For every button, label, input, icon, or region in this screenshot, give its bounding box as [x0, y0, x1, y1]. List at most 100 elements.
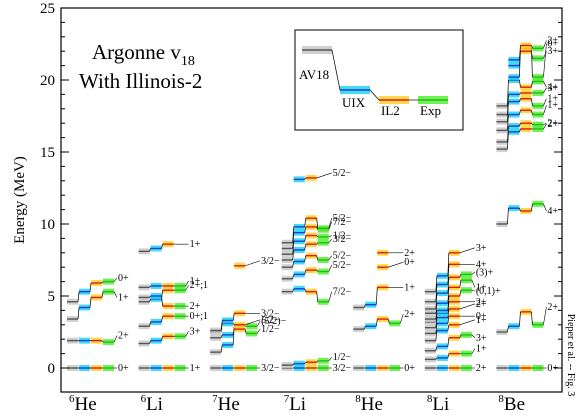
level-connector — [220, 320, 223, 331]
level-label: 3/2− — [333, 234, 352, 245]
level-connector — [304, 226, 307, 233]
label-leader — [471, 272, 476, 275]
level-label: 2+ — [476, 297, 487, 308]
level-connector — [519, 110, 521, 115]
level-connector — [507, 94, 509, 115]
label-leader — [328, 218, 333, 229]
element-symbol: He — [75, 394, 97, 415]
level-connector — [149, 321, 151, 327]
side-label: Pieper et al. -- Fig. 3 — [565, 314, 576, 396]
level-label: (0,1)+ — [476, 286, 501, 297]
level-connector — [435, 346, 438, 351]
level-label: 1+ — [476, 344, 487, 355]
level-connector — [519, 45, 521, 60]
level-label: 1+ — [404, 282, 415, 293]
level-connector — [447, 264, 450, 285]
level-connector — [292, 226, 295, 243]
level-label: 0+ — [118, 363, 129, 374]
level-label: 0+ — [118, 273, 129, 284]
element-symbol: Li — [289, 394, 306, 415]
level-connector — [435, 275, 438, 292]
level-connector — [447, 287, 450, 304]
legend-connector — [369, 89, 380, 101]
level-connector — [77, 291, 80, 302]
nucleus-labels: 6He 6Li 7He 7Li 8He 8Li 8Be — [69, 393, 525, 415]
level-connector — [387, 318, 390, 324]
nucleus-label: 6He — [69, 393, 97, 415]
level-label: 5/2− — [333, 213, 352, 224]
level-label: 0+;1 — [190, 311, 208, 322]
label-leader — [328, 221, 332, 230]
level-label: 3/2− — [333, 363, 352, 374]
level-connector — [149, 340, 151, 344]
label-leader — [328, 238, 332, 243]
level-label: 3/2− — [261, 308, 280, 319]
label-leader — [256, 328, 261, 334]
level-connector — [531, 311, 533, 325]
level-connector — [519, 208, 521, 212]
chart-marks: 0+2+1+0+1+3+0+;12+;12+1+1+3/2−(5/2)−1/2−… — [67, 35, 558, 374]
level-label: 2+ — [404, 248, 415, 259]
level-connector — [89, 282, 92, 292]
label-leader — [185, 331, 189, 337]
level-label: 3/2− — [261, 363, 280, 374]
label-leader — [471, 289, 475, 292]
title-line-2: With Illinois-2 — [79, 69, 202, 93]
level-connector — [161, 336, 163, 341]
level-connector — [304, 362, 307, 364]
element-symbol: Be — [504, 394, 525, 415]
level-connector — [101, 340, 104, 343]
level-label: (3)+ — [476, 267, 494, 278]
legend-inset: AV18 UIX IL2 Exp — [294, 29, 464, 131]
level-connector — [244, 329, 247, 334]
nucleus-label: 8Be — [498, 393, 525, 415]
nucleus-7He: 3/2−(5/2)−1/2−5/2−3/2−3/2− — [210, 256, 287, 374]
level-connector — [507, 326, 509, 333]
y-tick-label: 5 — [48, 289, 56, 305]
legend-av18-label: AV18 — [299, 67, 329, 82]
level-label: 4+ — [547, 82, 558, 93]
level-connector — [507, 114, 509, 131]
label-leader — [543, 40, 547, 49]
element-symbol: He — [218, 394, 240, 415]
level-connector — [459, 274, 462, 278]
level-label: 1+ — [190, 276, 201, 287]
y-tick-label: 10 — [40, 217, 55, 233]
mass-number: 7 — [284, 393, 290, 405]
level-label: 1+ — [476, 315, 487, 326]
label-leader — [471, 280, 476, 288]
label-leader — [185, 285, 189, 291]
level-connector — [447, 252, 450, 276]
label-leader — [400, 313, 404, 324]
nucleus-label: 7He — [212, 393, 240, 415]
level-label: 2+ — [190, 301, 201, 312]
label-leader — [113, 291, 118, 298]
legend-connector — [331, 49, 341, 91]
level-label: (5/2)− — [261, 316, 286, 327]
nucleus-7Li: 3/2−1/2−7/2−5/2−5/2−3/2−1/2−7/2−5/2−5/2− — [281, 168, 352, 374]
level-connector — [531, 98, 533, 106]
level-connector — [507, 126, 509, 142]
level-connector — [531, 110, 533, 115]
level-label: 1+ — [190, 239, 201, 250]
level-label: 1+ — [190, 363, 201, 374]
label-leader — [328, 357, 332, 361]
nucleus-6Li: 1+ 3+ 0+;1 2+;1 2+ 1+ 1+ — [138, 239, 208, 374]
plot-frame — [60, 7, 563, 393]
nucleus-6He: 0+ 2+ 1+ 0+ — [67, 273, 129, 374]
level-connector — [304, 270, 307, 275]
nucleus-label: 8He — [355, 393, 383, 415]
level-connector — [363, 304, 366, 308]
label-leader — [256, 321, 261, 327]
label-leader — [543, 122, 547, 125]
label-leader — [543, 123, 547, 130]
level-label: 3+ — [547, 46, 558, 57]
label-leader — [459, 247, 475, 254]
level-connector — [304, 177, 307, 180]
mass-number: 6 — [69, 393, 75, 405]
chart-title: Argonne v18 With Illinois-2 — [79, 40, 202, 93]
level-connector — [292, 232, 295, 249]
label-leader — [245, 260, 261, 267]
label-leader — [543, 43, 547, 78]
